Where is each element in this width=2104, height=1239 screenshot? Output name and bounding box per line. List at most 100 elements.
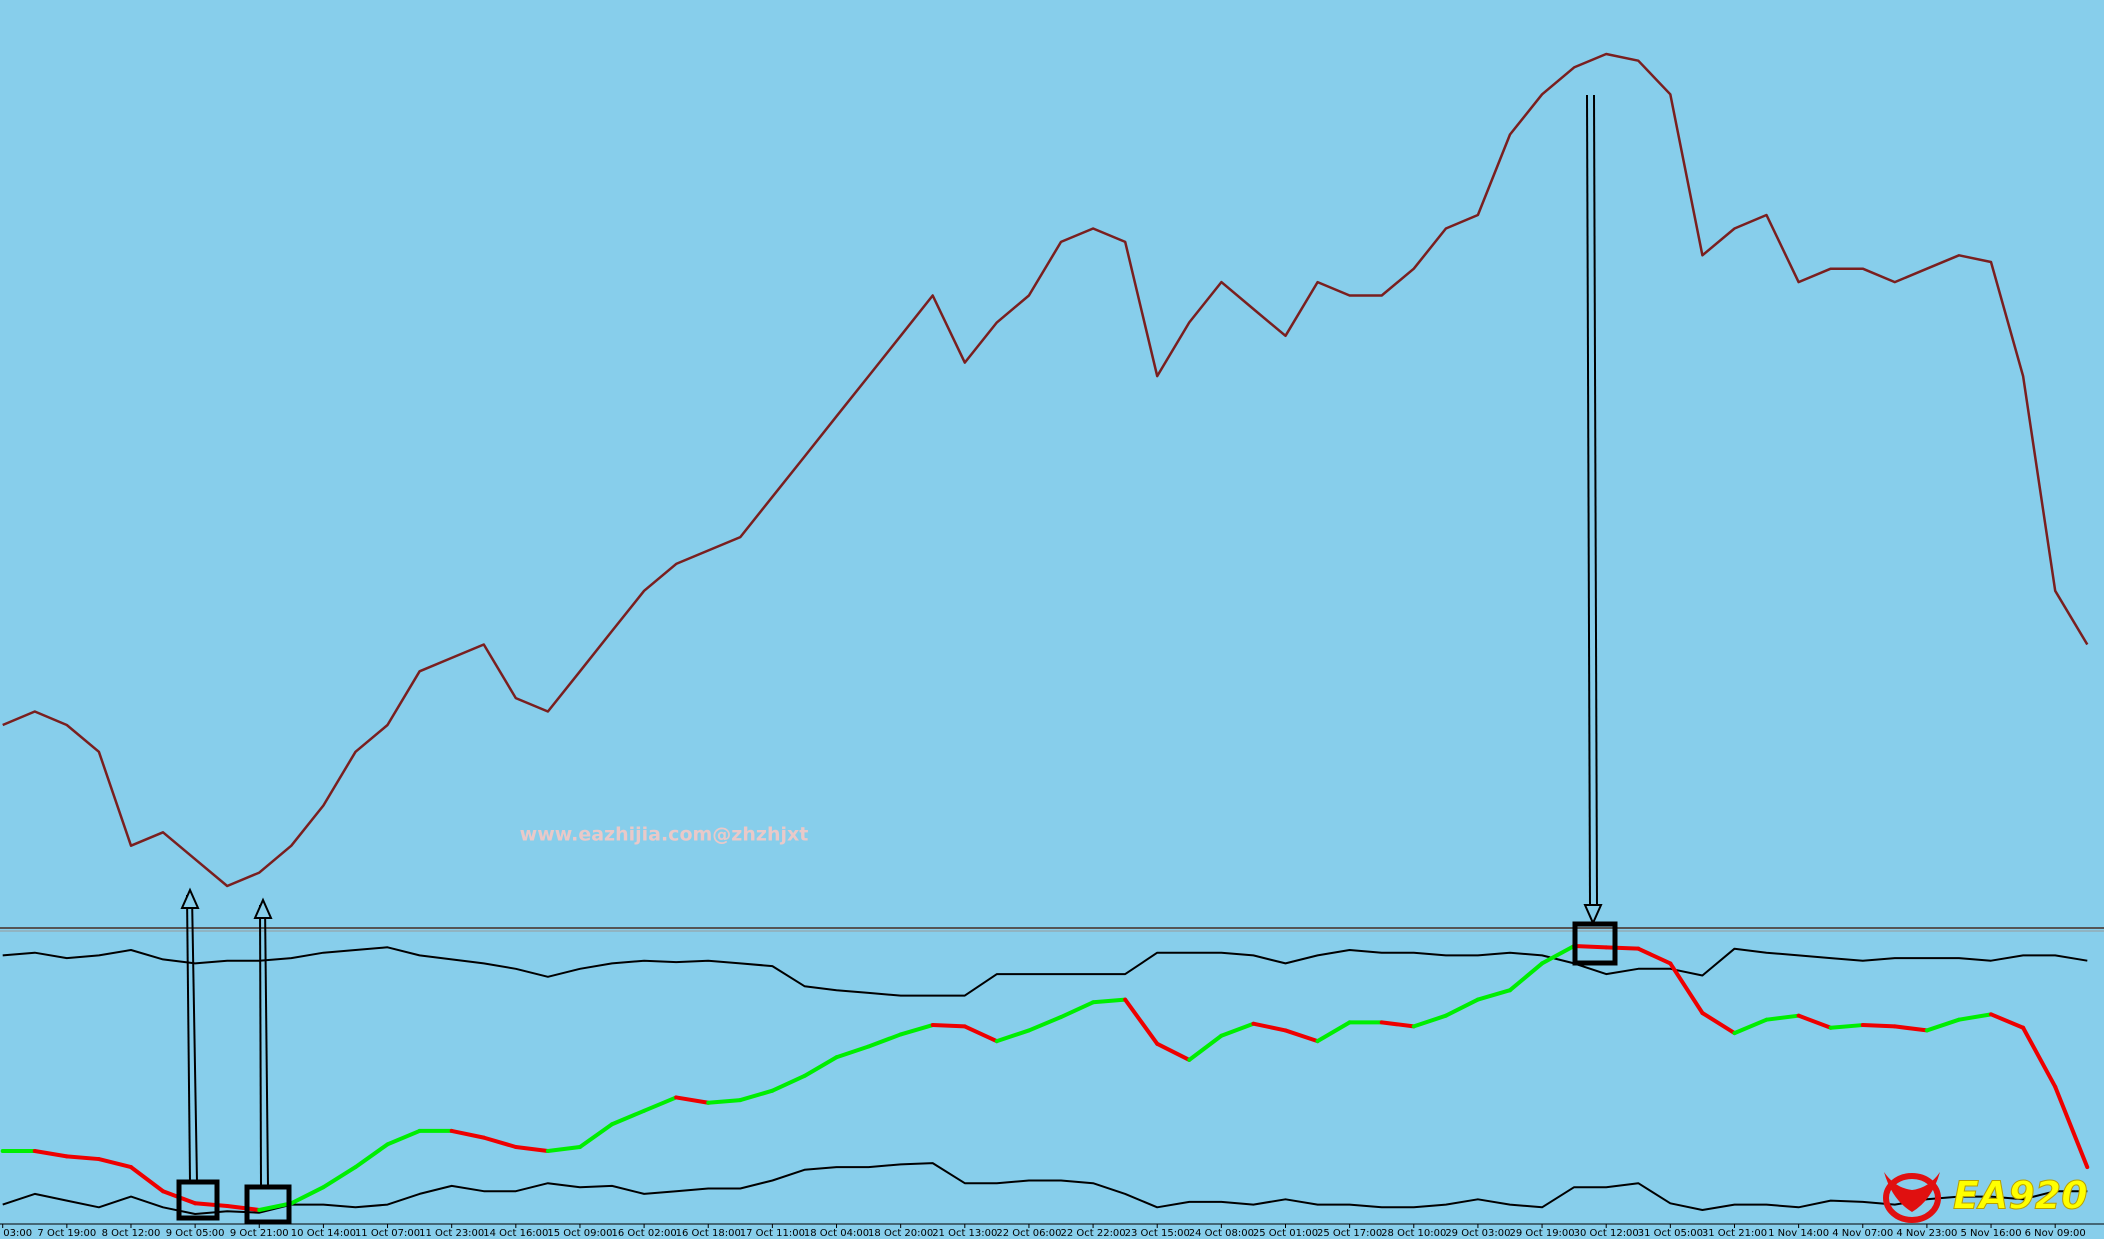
indicator-segment [481,1135,518,1149]
indicator-segment [1540,944,1577,966]
indicator-segment [1155,1041,1192,1062]
indicator-segment [321,1165,358,1190]
indicator-segment [1411,1013,1448,1029]
x-tick-label: 7 Oct 03:00 [0,1228,32,1239]
arrow-head [180,887,200,909]
arrow-head [1583,904,1603,926]
indicator-segment [1572,944,1609,950]
highlight-box [176,1179,220,1221]
indicator-segment [962,1024,999,1044]
indicator-segment [1764,1013,1801,1022]
x-tick-label: 23 Oct 15:00 [1125,1228,1190,1239]
logo-text: EA920 [1953,1174,2088,1218]
indicator-segment [289,1185,326,1206]
x-tick-label: 4 Nov 07:00 [1832,1228,1893,1239]
x-tick-label: 1 Nov 14:00 [1768,1228,1829,1239]
arrow-line [186,894,191,1183]
indicator-segment [385,1128,422,1147]
arrow-head [253,897,273,919]
indicator-segment [674,1095,711,1105]
indicator-segment [1123,997,1160,1046]
indicator-segment [706,1098,743,1105]
indicator-segment [642,1095,679,1113]
arrow-line [259,904,262,1188]
x-tick-label: 5 Nov 16:00 [1961,1228,2022,1239]
indicator-segment [193,1201,230,1208]
logo-icon [1883,1172,1941,1223]
indicator-segment [1379,1020,1416,1029]
indicator-segment [1475,988,1512,1002]
indicator-segment [1219,1021,1256,1038]
indicator-segment [1989,1012,2026,1030]
indicator-segment [96,1157,133,1170]
indicator-segment [1507,961,1545,993]
indicator-segment [1860,1023,1897,1029]
indicator-segment [1604,945,1641,951]
x-tick-label: 30 Oct 12:00 [1574,1228,1639,1239]
arrow-line [1586,94,1591,906]
indicator-segment [802,1055,839,1078]
indicator-segment [513,1145,550,1154]
indicator-segment [738,1088,775,1103]
x-tick-label: 18 Oct 20:00 [868,1228,933,1239]
indicator-segment [64,1154,101,1162]
indicator-segment [577,1122,615,1149]
indicator-segment [1283,1028,1320,1044]
x-tick-label: 8 Oct 12:00 [102,1228,161,1239]
indicator-segment [930,1023,967,1029]
x-tick-label: 29 Oct 19:00 [1509,1228,1574,1239]
logo-bull [1884,1172,1940,1212]
indicator-segment [32,1149,69,1159]
x-tick-label: 25 Oct 01:00 [1253,1228,1318,1239]
indicator-segment [1187,1033,1224,1062]
x-tick-label: 9 Oct 05:00 [166,1228,225,1239]
indicator-segment [1636,946,1673,966]
x-tick-label: 14 Oct 16:00 [483,1228,548,1239]
x-tick-label: 16 Oct 02:00 [611,1228,676,1239]
indicator-segment [1924,1017,1961,1033]
indicator-segment [2053,1084,2090,1170]
upper-band [2,946,2088,997]
indicator-segment [449,1128,486,1140]
highlight-box [1572,921,1618,966]
indicator-segment [834,1044,871,1060]
indicator-segment [128,1165,166,1194]
indicator-segment [1668,961,1705,1015]
x-tick-label: 24 Oct 08:00 [1189,1228,1254,1239]
indicator-segment [994,1028,1031,1044]
x-tick-label: 10 Oct 14:00 [291,1228,356,1239]
indicator-segment [1700,1011,1737,1036]
x-tick-label: 7 Oct 19:00 [37,1228,96,1239]
watermark: www.eazhijia.com@zhzhjxt [520,824,809,846]
indicator-segment [898,1023,935,1037]
logo-ring [1883,1173,1941,1223]
x-tick-label: 28 Oct 10:00 [1381,1228,1446,1239]
arrow-line [264,904,269,1188]
arrow-line [191,894,198,1183]
indicator-segment [1956,1012,1994,1022]
x-tick-label: 15 Oct 09:00 [547,1228,612,1239]
annotations [176,94,1618,1225]
indicator-segment [545,1145,582,1154]
x-tick-label: 17 Oct 11:00 [740,1228,805,1239]
indicator-segment [2021,1025,2058,1089]
indicator-segment [1443,997,1480,1018]
indicator-segment [1091,997,1128,1005]
x-tick-label: 31 Oct 05:00 [1638,1228,1703,1239]
x-tick-label: 4 Nov 23:00 [1896,1228,1957,1239]
indicator-segment [1251,1021,1288,1033]
indicator-segment [1026,1015,1064,1033]
indicator-segment [610,1108,647,1127]
indicator-segment [1892,1024,1929,1033]
x-tick-label: 6 Nov 09:00 [2025,1228,2086,1239]
x-tick-label: 31 Oct 21:00 [1702,1228,1767,1239]
x-tick-label: 9 Oct 21:00 [230,1228,289,1239]
x-tick-label: 25 Oct 17:00 [1317,1228,1382,1239]
indicator-segment [1828,1023,1865,1030]
x-tick-label: 22 Oct 22:00 [1060,1228,1125,1239]
indicator-segment [257,1201,294,1212]
x-tick-label: 29 Oct 03:00 [1445,1228,1510,1239]
indicator-segment [866,1032,903,1049]
